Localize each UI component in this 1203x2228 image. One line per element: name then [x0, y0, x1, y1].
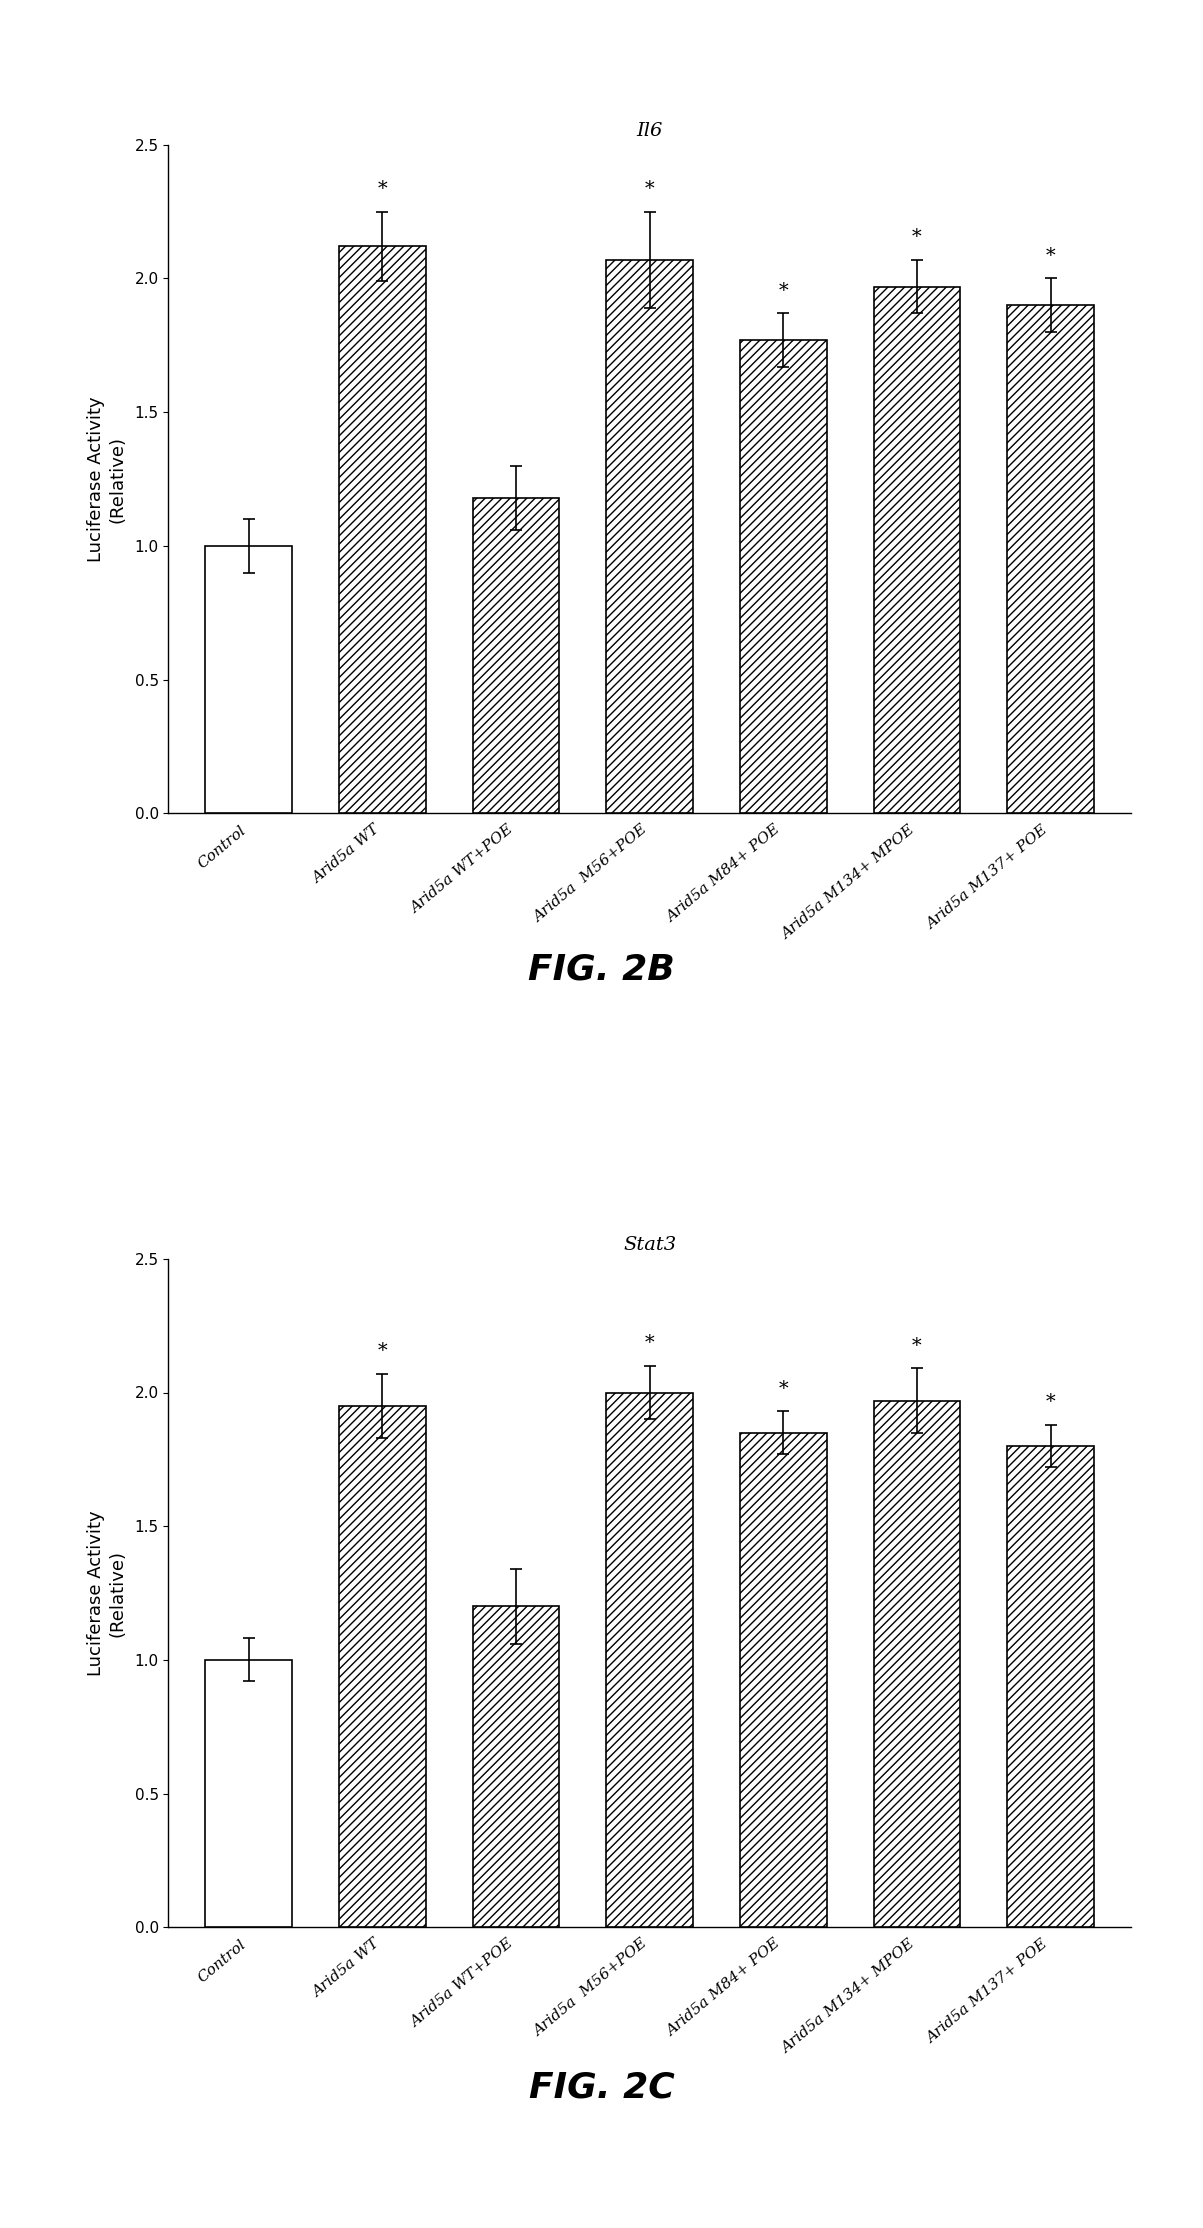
Bar	[206, 546, 292, 813]
Bar	[339, 247, 426, 813]
Bar	[1007, 1446, 1094, 1927]
Bar	[1007, 305, 1094, 813]
Bar	[606, 1392, 693, 1927]
Bar	[873, 287, 960, 813]
Text: *: *	[912, 1337, 921, 1355]
Text: *: *	[378, 180, 387, 198]
Y-axis label: Luciferase Activity
(Relative): Luciferase Activity (Relative)	[88, 1511, 126, 1675]
Text: *: *	[1045, 1392, 1055, 1410]
Y-axis label: Luciferase Activity
(Relative): Luciferase Activity (Relative)	[88, 397, 126, 561]
Text: *: *	[1045, 247, 1055, 265]
Title: Stat3: Stat3	[623, 1237, 676, 1254]
Text: FIG. 2C: FIG. 2C	[528, 2070, 675, 2105]
Bar	[339, 1406, 426, 1927]
Bar	[740, 341, 826, 813]
Text: *: *	[778, 1379, 788, 1397]
Bar	[473, 1606, 559, 1927]
Text: *: *	[778, 283, 788, 301]
Bar	[873, 1401, 960, 1927]
Text: *: *	[378, 1343, 387, 1361]
Text: *: *	[645, 1335, 654, 1352]
Text: *: *	[645, 180, 654, 198]
Bar	[606, 261, 693, 813]
Title: Il6: Il6	[636, 123, 663, 140]
Text: *: *	[912, 229, 921, 247]
Bar	[740, 1433, 826, 1927]
Text: FIG. 2B: FIG. 2B	[528, 951, 675, 987]
Bar	[473, 497, 559, 813]
Bar	[206, 1660, 292, 1927]
